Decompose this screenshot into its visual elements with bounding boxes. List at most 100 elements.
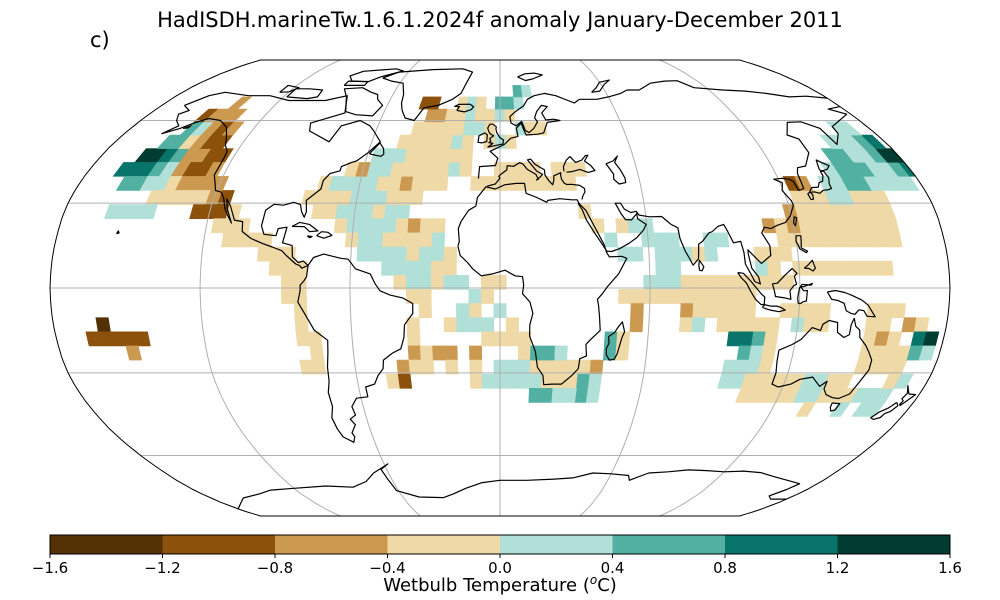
anomaly-cell: [751, 331, 767, 347]
anomaly-cell: [574, 388, 589, 403]
anomaly-cell: [140, 204, 158, 220]
mediterranean-north-coast: [486, 158, 586, 200]
jamaica-coast: [306, 235, 313, 239]
anomaly-cell: [452, 121, 466, 136]
anomaly-cell: [562, 388, 577, 403]
anomaly-cell: [913, 317, 930, 333]
anomaly-cell: [629, 246, 644, 262]
anomaly-cell: [760, 345, 777, 361]
anomaly-cell: [728, 317, 743, 333]
devon-island-coast: [343, 80, 369, 86]
anomaly-cell: [517, 345, 531, 361]
anomaly-cell: [437, 148, 452, 163]
cuba-coast: [291, 221, 319, 233]
anomaly-cell: [665, 232, 680, 248]
anomaly-cell: [406, 331, 421, 347]
anomaly-cell: [484, 108, 496, 123]
anomaly-cell: [385, 373, 401, 389]
anomaly-cell: [587, 373, 603, 389]
north-america-coast: [161, 91, 381, 269]
anomaly-cell: [691, 317, 706, 333]
anomaly-cell: [407, 345, 422, 361]
anomaly-cell: [703, 246, 719, 262]
anomaly-cell: [436, 162, 450, 177]
java-coast: [761, 304, 786, 313]
anomaly-cell: [702, 232, 718, 248]
anomaly-cell: [447, 162, 462, 177]
anomaly-cell: [443, 260, 457, 276]
anomaly-cell: [618, 289, 632, 304]
colorbar-tick-label: 0.8: [713, 559, 737, 577]
anomaly-cell: [393, 260, 407, 276]
kyushu-coast: [807, 191, 815, 201]
anomaly-cell: [95, 317, 111, 333]
anomaly-cell: [517, 359, 531, 375]
anomaly-cell: [718, 289, 732, 304]
anomaly-cell: [693, 289, 707, 304]
anomaly-cell: [520, 85, 532, 98]
anomaly-cell: [667, 260, 682, 276]
anomaly-cell: [729, 303, 744, 318]
anomaly-cell: [714, 232, 730, 248]
anomaly-cell: [418, 303, 432, 318]
anomaly-cell: [406, 246, 420, 262]
anomaly-cell: [413, 162, 428, 177]
anomaly-cell: [817, 260, 832, 276]
anomaly-cell: [630, 289, 645, 304]
svalbard-coast: [517, 72, 543, 82]
anomaly-cell: [705, 274, 720, 290]
anomaly-cell: [358, 218, 373, 234]
anomaly-cell: [740, 317, 756, 333]
anomaly-cell: [524, 121, 538, 136]
anomaly-cell: [655, 260, 669, 276]
anomaly-cell: [778, 246, 793, 262]
anomaly-cell: [860, 134, 888, 149]
anomaly-cell: [405, 274, 420, 290]
newfoundland-coast: [368, 142, 385, 157]
anomaly-cell: [668, 274, 682, 290]
anomaly-cell: [411, 176, 426, 191]
antarctica-coast: [237, 463, 801, 510]
anomaly-cell: [879, 260, 894, 276]
anomaly-cell: [431, 246, 445, 262]
anomaly-cell: [399, 176, 414, 191]
longitude-gridline: [349, 59, 421, 517]
anomaly-cell: [767, 260, 782, 276]
sumatra-coast: [737, 271, 766, 306]
colorbar-swatch: [275, 535, 388, 554]
anomaly-cell: [397, 190, 412, 205]
anomaly-cell: [680, 303, 694, 318]
anomaly-cell: [668, 289, 682, 304]
anomaly-cell: [768, 274, 782, 290]
anomaly-cell: [480, 289, 495, 304]
longitude-gridline: [579, 59, 651, 517]
mindanao-coast: [803, 259, 816, 272]
anomaly-cell: [542, 345, 556, 361]
anomaly-cell: [460, 148, 474, 163]
anomaly-cell: [765, 317, 781, 333]
anomaly-cell: [227, 96, 253, 110]
anomaly-cell: [470, 176, 483, 191]
anomaly-cell: [408, 359, 423, 375]
philippines-coast: [795, 235, 809, 254]
anomaly-cell: [443, 274, 457, 290]
colorbar-swatch: [162, 535, 276, 554]
anomaly-cell: [382, 218, 397, 234]
colorbar-label: Wetbulb Temperature (oC): [383, 573, 617, 596]
red-sea-coast: [577, 202, 608, 253]
anomaly-cell: [462, 121, 476, 136]
anomaly-cell: [459, 162, 473, 177]
anomaly-cell: [381, 246, 396, 262]
anomaly-cell: [627, 218, 642, 234]
colorbar-tick-label: 0.4: [600, 559, 625, 577]
iceland-coast: [454, 103, 475, 113]
anomaly-cell: [475, 96, 487, 110]
anomaly-cell: [862, 402, 886, 417]
anomaly-cell: [679, 246, 694, 262]
greenland-coast: [382, 68, 474, 122]
anomaly-cell: [763, 331, 779, 347]
anomaly-cell: [456, 317, 470, 333]
anomaly-cell: [795, 402, 817, 417]
anomaly-cell: [518, 331, 532, 347]
